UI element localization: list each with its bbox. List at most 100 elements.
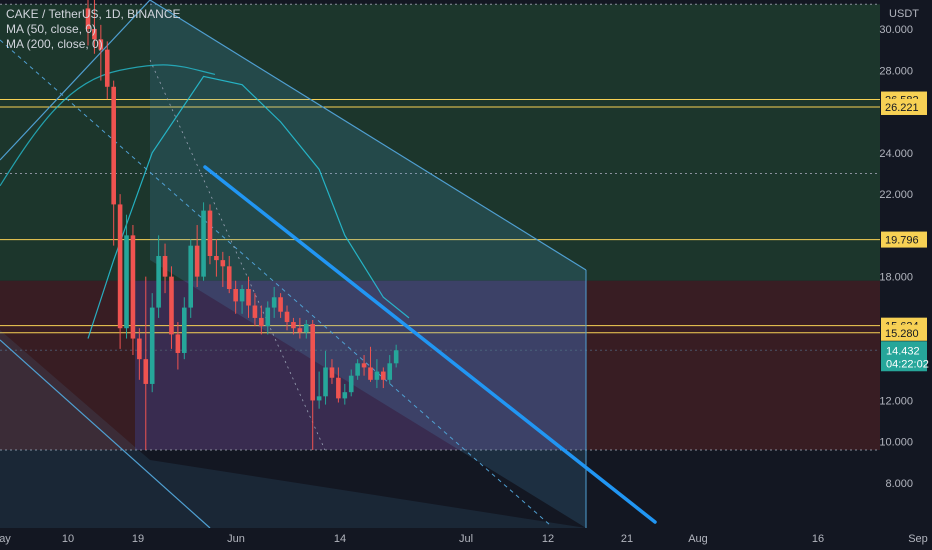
ma50-line <box>87 75 410 339</box>
candle <box>201 202 206 281</box>
candle <box>182 297 187 360</box>
candle <box>284 305 290 331</box>
candle <box>342 383 348 405</box>
level-tag-label: 15.280 <box>885 328 919 340</box>
price-tick-label: 8.000 <box>885 478 913 490</box>
candle-body <box>104 49 110 87</box>
candle <box>220 251 226 287</box>
level-tag-label: 26.221 <box>885 102 919 114</box>
time-axis: ay 10 19 Jun 14 Jul 12 21 Aug 16 Sep <box>0 528 932 550</box>
candle-body <box>348 375 354 393</box>
purple-zone <box>135 280 586 450</box>
candle <box>348 369 354 397</box>
candle-body <box>85 8 91 29</box>
candle <box>162 243 168 294</box>
candle-body <box>98 39 104 50</box>
level-tag <box>881 324 927 341</box>
candle <box>98 24 104 81</box>
candle-body <box>207 210 213 256</box>
candle <box>374 359 380 389</box>
candle-body <box>252 305 258 318</box>
candle <box>355 359 360 380</box>
last-price-label: 14.432 <box>886 345 920 357</box>
price-tick-label: 22.000 <box>879 189 913 201</box>
level-tag <box>881 98 927 115</box>
currency-label: USDT <box>889 8 919 20</box>
green-zone <box>0 4 880 281</box>
candle-body <box>130 235 136 339</box>
candle <box>310 319 315 450</box>
candle-body <box>310 324 315 401</box>
candle-body <box>323 367 328 397</box>
candle-body <box>117 204 123 329</box>
candle-body <box>149 307 155 384</box>
candle-body <box>336 377 341 399</box>
candle-body <box>214 255 219 261</box>
candle <box>85 0 91 46</box>
candle <box>169 266 174 349</box>
channel-upper-rising <box>0 0 151 161</box>
candle <box>130 225 136 356</box>
candle <box>239 284 245 314</box>
candle <box>188 239 194 318</box>
candle <box>387 355 393 384</box>
moving-averages-layer <box>0 64 410 339</box>
price-tick-label: 10.000 <box>879 437 913 449</box>
candle <box>246 276 251 318</box>
candle <box>361 355 367 376</box>
candle-body <box>201 210 206 277</box>
channel-layer <box>0 0 587 529</box>
levels-layer <box>0 99 880 334</box>
candle-body <box>271 297 277 308</box>
last-price-tag <box>881 341 927 372</box>
channel-upper-line <box>149 0 587 271</box>
candle <box>111 80 116 246</box>
candle-body <box>329 367 335 378</box>
price-tick-label: 30.000 <box>879 24 913 36</box>
candle-body <box>194 245 200 277</box>
ma200-line <box>0 64 216 187</box>
candle <box>316 371 322 409</box>
candle-body <box>381 371 386 380</box>
ma50-label[interactable]: MA (50, close, 0) <box>6 22 97 36</box>
candle-body <box>393 350 399 364</box>
candle-body <box>246 289 251 306</box>
candle <box>92 0 97 54</box>
price-tick-label: 28.000 <box>879 65 913 77</box>
candle-body <box>169 276 174 335</box>
candle-body <box>361 363 367 368</box>
candle-body <box>368 367 373 380</box>
candle-body <box>297 328 303 333</box>
candle <box>117 194 123 349</box>
candle-body <box>162 255 168 277</box>
candle-body <box>303 324 309 333</box>
candle <box>368 346 373 382</box>
channel-fill-lower <box>0 330 586 528</box>
candle-body <box>233 289 238 302</box>
trend-line <box>203 165 657 524</box>
candle <box>175 322 181 370</box>
time-tick-label: 16 <box>812 533 824 545</box>
candle-body <box>284 311 290 323</box>
price-tick-label: 18.000 <box>879 272 913 284</box>
candle <box>323 350 328 405</box>
candle <box>207 204 213 265</box>
candle-body <box>259 317 264 327</box>
candle-body <box>291 322 296 329</box>
candle <box>143 276 149 450</box>
candle <box>271 286 277 318</box>
channel-fill-upper <box>150 0 586 528</box>
ma200-label[interactable]: MA (200, close, 0) <box>6 37 103 51</box>
candle-body <box>188 245 194 308</box>
symbol-title[interactable]: CAKE / TetherUS, 1D, BINANCE <box>6 7 181 21</box>
candle <box>124 214 129 339</box>
candle-body <box>342 392 348 399</box>
channel-lower-line <box>0 339 211 529</box>
candle-body <box>124 235 129 329</box>
candle-body <box>92 29 97 40</box>
candle <box>104 41 110 100</box>
candle-body <box>387 363 393 380</box>
candle <box>336 367 341 403</box>
candle <box>149 293 155 393</box>
